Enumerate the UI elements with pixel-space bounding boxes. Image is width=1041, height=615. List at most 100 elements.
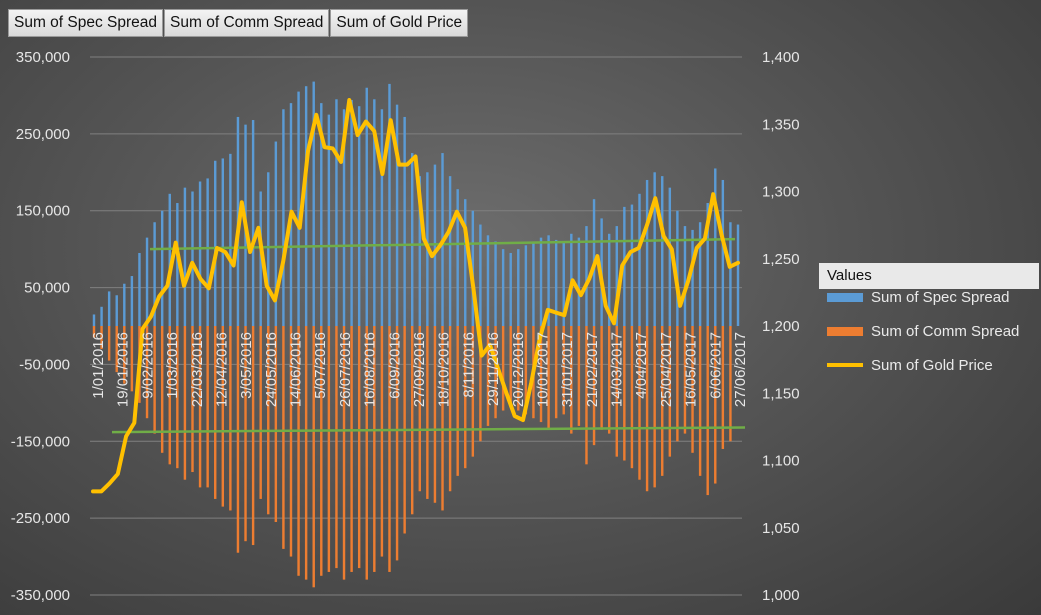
right-axis-ticks: 1,400 1,350 1,300 1,250 1,200 1,150 1,100 1,050… (762, 49, 800, 604)
left-tick-label: -250,000 (11, 510, 70, 527)
comm-bar (115, 326, 118, 373)
right-tick-label: 1,350 (762, 116, 800, 133)
comm-bar (282, 326, 285, 549)
comm-bar (297, 326, 300, 576)
left-axis-ticks: 350,000 250,000 150,000 50,000 -50,000 -150,0… (11, 49, 70, 604)
gridlines (90, 56, 742, 596)
left-tick-label: 150,000 (16, 203, 70, 220)
right-tick-label: 1,250 (762, 251, 800, 268)
left-tick-label: 350,000 (16, 49, 70, 66)
x-tick-label: 12/04/2016 (213, 332, 230, 407)
spec-bar (153, 222, 156, 326)
comm-bar (198, 326, 202, 488)
legend-swatch-comm (827, 326, 863, 336)
spec-bar (100, 306, 103, 326)
comm-bar (524, 326, 528, 415)
comm-bar (410, 326, 414, 515)
legend-title[interactable]: Values (819, 263, 1039, 289)
comm-bar (380, 326, 384, 557)
spec-bar (524, 245, 528, 326)
comm-bar (388, 326, 391, 572)
comm-bar (342, 326, 346, 580)
gold-price-line (91, 98, 740, 494)
legend-item-comm[interactable]: Sum of Comm Spread (827, 321, 1019, 341)
x-tick-label: 4/04/2017 (633, 332, 650, 399)
spec-bar (736, 224, 740, 326)
spec-bar (350, 100, 353, 326)
comm-bar (92, 326, 96, 338)
spec-bar (539, 237, 543, 326)
comm-bar (267, 326, 270, 515)
pivot-field-buttons: Sum of Spec Spread Sum of Comm Spread Su… (8, 9, 469, 37)
left-tick-label: -150,000 (11, 433, 70, 450)
spec-bar (403, 116, 406, 326)
comm-bar (653, 326, 656, 488)
comm-bar (365, 326, 368, 580)
spec-bar (312, 81, 315, 326)
gold-price-series (91, 98, 740, 494)
x-tick-label: 29/11/2016 (485, 332, 502, 406)
x-axis-ticks: 1/01/2016 19/01/2016 9/02/2016 1/03/2016 22/… (90, 332, 749, 407)
spec-bar (729, 222, 732, 326)
legend-label-spec: Sum of Spec Spread (871, 288, 1010, 306)
spec-bar (282, 109, 285, 327)
spec-bar (517, 249, 520, 326)
right-tick-label: 1,200 (762, 318, 800, 335)
spec-bar (471, 210, 475, 326)
comm-bar (448, 326, 452, 492)
comm-bar (486, 326, 490, 426)
spec-bar (410, 153, 414, 326)
spec-bar (365, 87, 368, 326)
spec-bar (615, 226, 618, 326)
spec-bar (130, 276, 134, 326)
comm-bar (501, 326, 505, 411)
comm-bar (395, 326, 399, 561)
x-tick-label: 14/03/2017 (609, 332, 626, 407)
comm-bar (350, 326, 353, 572)
spec-bar (395, 104, 399, 326)
comm-bar (592, 326, 596, 446)
x-tick-label: 6/09/2016 (386, 332, 403, 399)
x-tick-label: 19/01/2016 (115, 332, 132, 407)
legend-label-gold: Sum of Gold Price (871, 356, 993, 374)
x-tick-label: 1/03/2016 (164, 332, 181, 399)
comm-bar (130, 326, 134, 392)
legend-swatch-gold (827, 363, 863, 367)
comm-bar (206, 326, 209, 488)
comm-bar (554, 326, 558, 419)
comm-bar (168, 326, 171, 465)
comm-bar (289, 326, 293, 557)
field-button-comm-spread[interactable]: Sum of Comm Spread (164, 9, 330, 37)
spec-bar (206, 178, 209, 326)
x-tick-label: 16/08/2016 (362, 332, 379, 407)
legend-item-gold[interactable]: Sum of Gold Price (827, 355, 993, 375)
x-tick-label: 24/05/2016 (263, 332, 280, 407)
comm-bar (539, 326, 543, 423)
legend: Values Sum of Spec Spread Sum of Comm Sp… (819, 263, 1039, 393)
comm-bar (191, 326, 194, 473)
field-button-gold-price[interactable]: Sum of Gold Price (330, 9, 469, 37)
comm-bar (630, 326, 634, 469)
x-tick-label: 9/02/2016 (139, 332, 156, 399)
spec-bar (479, 224, 482, 326)
comm-bar (441, 326, 444, 511)
comm-bar (471, 326, 475, 457)
legend-item-spec[interactable]: Sum of Spec Spread (827, 287, 1009, 307)
spec-bar (554, 239, 558, 326)
field-button-spec-spread[interactable]: Sum of Spec Spread (8, 9, 164, 37)
spec-bar (706, 203, 709, 326)
spec-bar (357, 106, 361, 326)
comm-bar (251, 326, 255, 546)
spec-bar (115, 295, 118, 326)
right-tick-label: 1,100 (762, 453, 800, 470)
comm-bar (304, 326, 308, 580)
spec-bar (168, 193, 171, 326)
spec-bar (547, 235, 550, 326)
x-tick-label: 26/07/2016 (337, 332, 354, 407)
comm-bar (638, 326, 641, 480)
right-tick-label: 1,150 (762, 385, 800, 402)
comm-bar (214, 326, 217, 499)
x-tick-label: 27/06/2017 (732, 332, 749, 407)
spec-bar (123, 283, 126, 326)
spec-bar (160, 210, 164, 326)
